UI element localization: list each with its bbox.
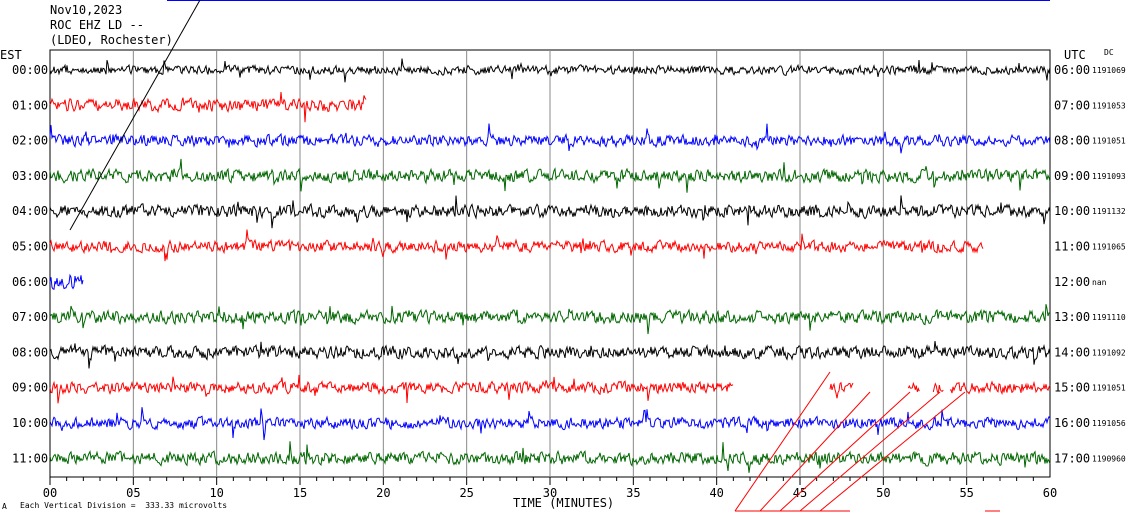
trace-0900 [829, 381, 854, 399]
row-label-est: 04:00 [12, 204, 48, 218]
row-count: nan [1092, 278, 1107, 287]
row-count: 1191056 [1092, 419, 1126, 428]
right-timezone: UTC [1064, 48, 1086, 62]
row-count: 1191092 [1092, 348, 1126, 357]
row-label-utc: 16:00 [1054, 416, 1090, 430]
event-marker-line [799, 391, 941, 512]
grid-lines [49, 0, 1051, 485]
event-marker-line [734, 371, 831, 512]
event-marker-line [779, 391, 911, 512]
trace-1000 [49, 407, 1051, 441]
trace-0700 [49, 304, 1051, 335]
dc-label: DC [1104, 48, 1114, 57]
row-count: 1191110 [1092, 313, 1126, 322]
row-label-est: 05:00 [12, 240, 48, 254]
row-count: 1191093 [1092, 172, 1126, 181]
row-label-utc: 10:00 [1054, 204, 1090, 218]
row-label-utc: 07:00 [1054, 98, 1090, 112]
row-label-utc: 12:00 [1054, 275, 1090, 289]
row-label-utc: 06:00 [1054, 63, 1090, 77]
plot-date: Nov10,2023 [50, 3, 123, 17]
row-label-est: 10:00 [12, 416, 48, 430]
trace-0200 [49, 123, 1051, 154]
row-label-est: 02:00 [12, 134, 48, 148]
x-tick-label: 30 [543, 486, 557, 500]
row-label-utc: 17:00 [1054, 451, 1090, 465]
left-timezone: EST [0, 48, 22, 62]
row-label-utc: 13:00 [1054, 310, 1090, 324]
axis-labels: 0005101520253035404550556000:0006:001191… [12, 63, 1126, 500]
x-tick-label: 10 [209, 486, 223, 500]
trace-0300 [49, 158, 1051, 193]
row-count: 1191053 [1092, 101, 1126, 110]
x-tick-label: 15 [293, 486, 307, 500]
row-label-utc: 08:00 [1054, 134, 1090, 148]
row-count: 1191051 [1092, 384, 1126, 393]
row-label-est: 11:00 [12, 451, 48, 465]
trace-0100 [49, 92, 367, 123]
x-tick-label: 00 [43, 486, 57, 500]
network-label: (LDEO, Rochester) [50, 33, 173, 47]
trace-0900 [932, 382, 944, 394]
row-label-utc: 11:00 [1054, 240, 1090, 254]
row-label-est: 08:00 [12, 345, 48, 359]
x-tick-label: 40 [709, 486, 723, 500]
trace-0900 [49, 374, 734, 404]
trace-0600 [49, 273, 84, 290]
event-marker-line [819, 391, 966, 512]
row-count: 1190960 [1092, 454, 1126, 463]
trace-0900 [907, 381, 920, 392]
row-count: 1191065 [1092, 243, 1126, 252]
event-marker-line [69, 0, 201, 231]
row-count: 1191069 [1092, 66, 1126, 75]
seismic-traces [49, 58, 1051, 473]
trace-0900 [949, 380, 1051, 396]
row-label-est: 01:00 [12, 98, 48, 112]
row-label-est: 00:00 [12, 63, 48, 77]
trace-1100 [49, 441, 1051, 473]
x-tick-label: 20 [376, 486, 390, 500]
trace-0800 [49, 341, 1051, 369]
x-tick-label: 25 [459, 486, 473, 500]
row-label-utc: 15:00 [1054, 381, 1090, 395]
event-markers [69, 0, 1000, 512]
row-label-utc: 14:00 [1054, 345, 1090, 359]
row-count: 1191051 [1092, 137, 1126, 146]
row-label-est: 09:00 [12, 381, 48, 395]
event-marker-line [759, 391, 871, 512]
scale-text: Each Vertical Division = 333.33 microvol… [20, 501, 228, 510]
row-label-est: 03:00 [12, 169, 48, 183]
row-label-utc: 09:00 [1054, 169, 1090, 183]
trace-0400 [49, 195, 1051, 229]
x-tick-label: 35 [626, 486, 640, 500]
x-axis-label: TIME (MINUTES) [513, 496, 615, 510]
row-count: 1191132 [1092, 207, 1126, 216]
trace-0000 [49, 58, 1051, 83]
scale-mark: A [2, 502, 7, 511]
trace-0500 [49, 229, 984, 262]
x-tick-label: 50 [876, 486, 890, 500]
station-label: ROC EHZ LD -- [50, 18, 144, 32]
x-tick-label: 05 [126, 486, 140, 500]
row-label-est: 07:00 [12, 310, 48, 324]
x-tick-label: 55 [959, 486, 973, 500]
x-tick-label: 60 [1043, 486, 1057, 500]
row-label-est: 06:00 [12, 275, 48, 289]
